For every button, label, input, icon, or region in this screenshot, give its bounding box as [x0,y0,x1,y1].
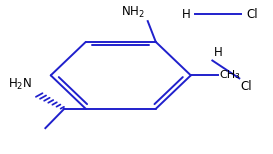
Text: Cl: Cl [246,8,258,21]
Text: H: H [182,8,191,21]
Text: H: H [214,46,222,59]
Text: Cl: Cl [241,80,252,93]
Text: H$_2$N: H$_2$N [8,77,32,92]
Text: NH$_2$: NH$_2$ [121,4,145,20]
Text: CH₃: CH₃ [219,70,240,80]
